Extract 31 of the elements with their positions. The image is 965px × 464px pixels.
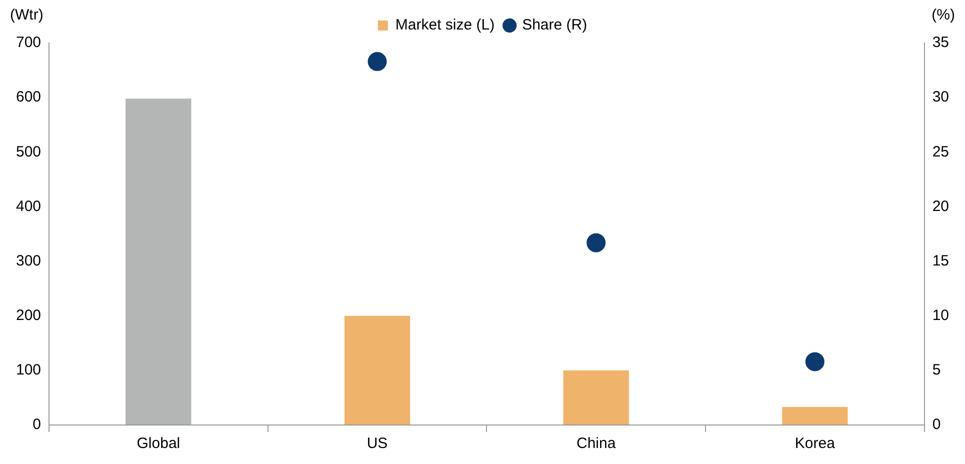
- y2-tick-label: 5: [932, 362, 941, 379]
- legend-label: Share (R): [522, 16, 588, 34]
- y2-tick-label: 35: [932, 34, 950, 52]
- y-tick-label: 600: [16, 88, 42, 106]
- bar: [126, 98, 192, 424]
- y-tick-label: 300: [16, 252, 42, 270]
- y2-tick-label: 25: [932, 143, 950, 160]
- y-tick-label: 700: [16, 34, 42, 52]
- point: [368, 52, 387, 72]
- y-tick-label: 500: [16, 143, 42, 160]
- x-tick-label: US: [366, 435, 388, 452]
- y-tick-label: 100: [16, 362, 42, 379]
- bar: [782, 406, 848, 424]
- point: [586, 233, 606, 252]
- y-tick-label: 400: [16, 198, 42, 215]
- y2-tick-label: 10: [932, 307, 950, 324]
- bar: [563, 370, 629, 424]
- y-tick-label: 0: [32, 416, 42, 434]
- y2-axis-title: (%): [932, 6, 956, 24]
- bar: [344, 316, 410, 424]
- x-tick-label: China: [576, 435, 616, 452]
- y2-tick-label: 15: [932, 252, 950, 270]
- legend-label: Market size (L): [395, 16, 495, 34]
- x-tick-label: Global: [136, 435, 180, 452]
- y2-tick-label: 30: [932, 88, 950, 106]
- y2-tick-label: 0: [932, 416, 941, 434]
- y-axis-title: (Wtr): [10, 6, 44, 24]
- point: [805, 352, 824, 372]
- x-tick-label: Korea: [794, 435, 836, 452]
- y2-tick-label: 20: [932, 198, 950, 215]
- y-tick-label: 200: [16, 307, 42, 324]
